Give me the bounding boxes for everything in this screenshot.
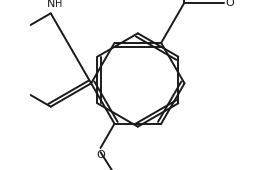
Text: O: O xyxy=(96,150,105,160)
Text: O: O xyxy=(226,0,235,7)
Text: H: H xyxy=(55,0,63,9)
Text: N: N xyxy=(47,0,55,9)
